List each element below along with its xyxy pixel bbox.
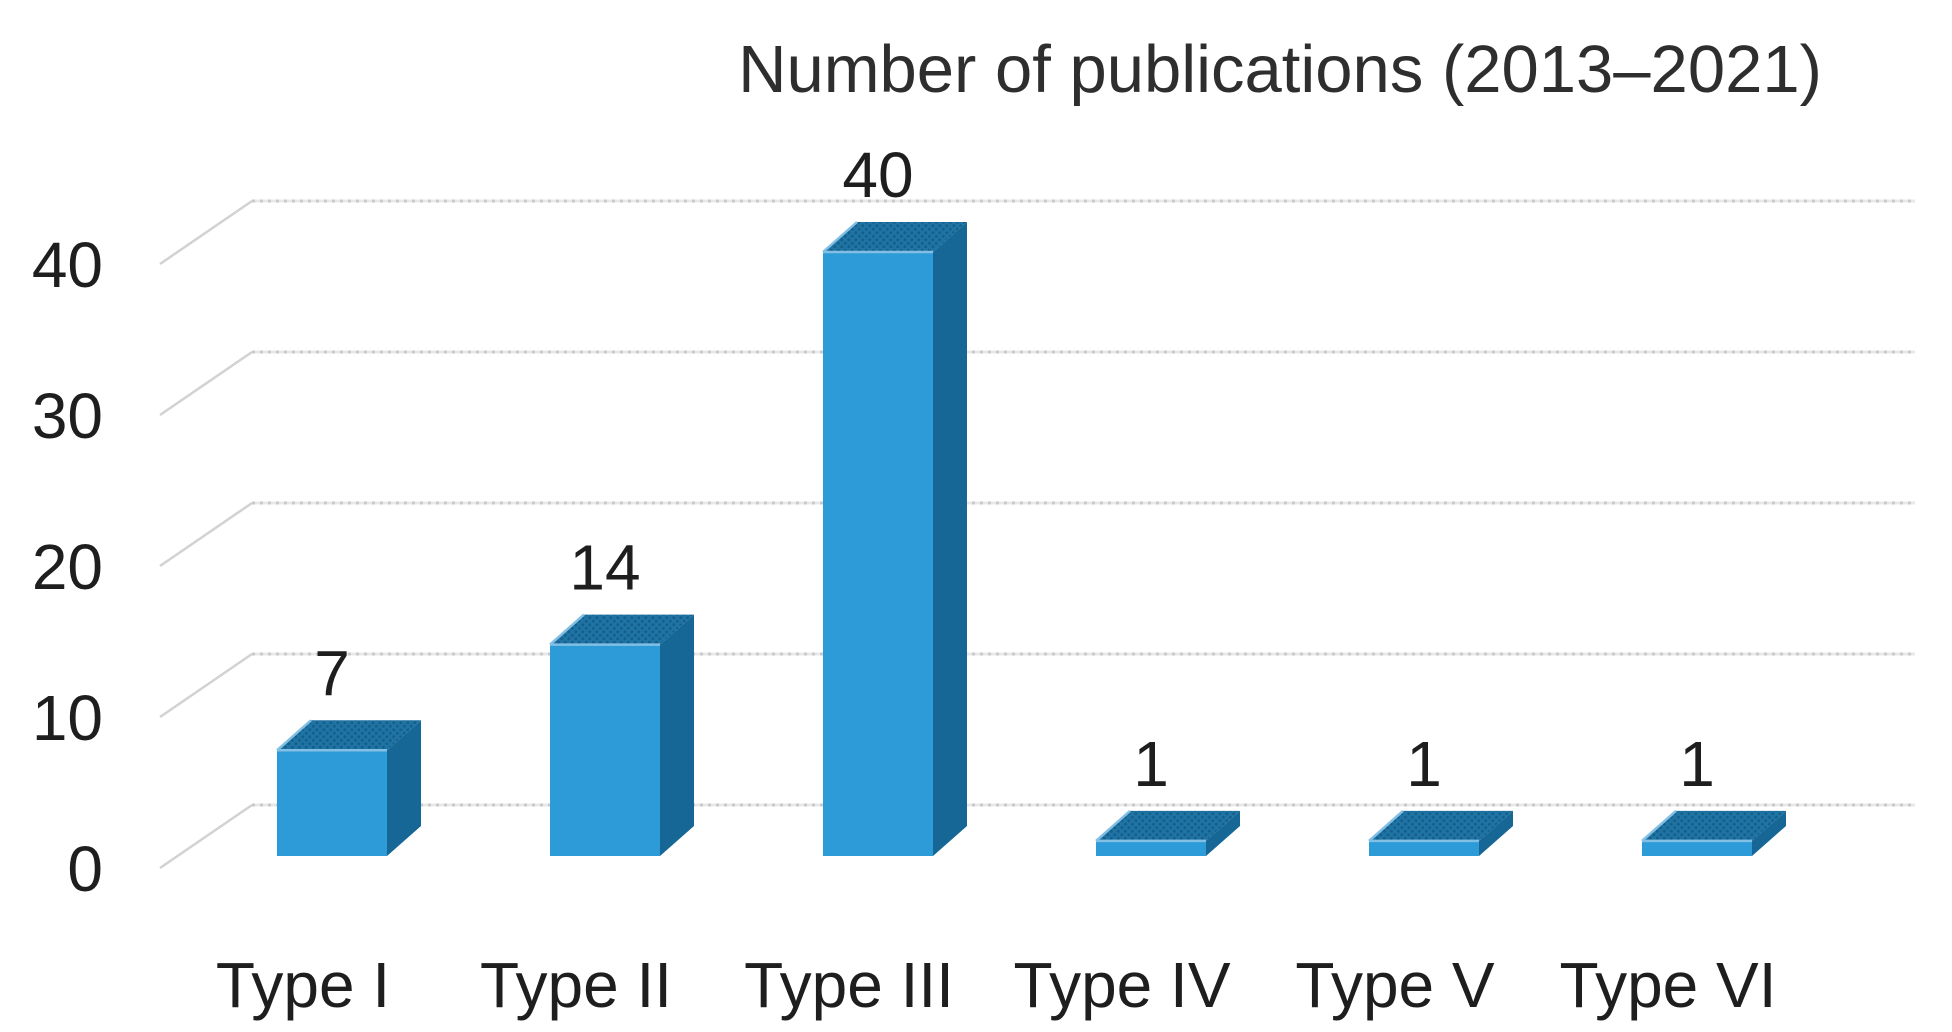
bar-top-face — [1642, 810, 1786, 841]
chart-title: Number of publications (2013–2021) — [738, 32, 1822, 107]
x-category-label: Type II — [480, 949, 672, 1021]
bar-top-left-edge-highlight — [1368, 809, 1404, 842]
bar-front-face — [277, 750, 387, 856]
y-tick-label: 30 — [32, 380, 103, 452]
gridline — [159, 803, 1915, 870]
bar-top-face — [277, 720, 421, 751]
bar-side-face — [1752, 810, 1786, 856]
x-category-label: Type III — [744, 949, 954, 1021]
bar-type-i — [276, 719, 421, 856]
bar-value-label: 1 — [1679, 728, 1715, 800]
bar-type-iii — [822, 221, 967, 856]
gridline-depth-segment — [159, 652, 253, 719]
bar-value-label: 1 — [1133, 728, 1169, 800]
bar-front-face — [550, 644, 660, 856]
bar-top-left-edge-highlight — [822, 221, 858, 253]
bar-type-iv — [1095, 809, 1240, 856]
bar-type-ii — [549, 613, 694, 856]
gridline-depth-segment — [159, 350, 253, 417]
y-axis-tick-labels: 0 10 20 30 40 — [32, 229, 103, 905]
bar-type-v — [1368, 809, 1513, 856]
bar-front-face — [1096, 840, 1206, 856]
gridline — [159, 501, 1915, 568]
y-tick-label: 20 — [32, 531, 103, 603]
y-tick-label: 0 — [67, 833, 103, 905]
gridline-depth-segment — [159, 501, 253, 568]
x-category-label: Type VI — [1560, 949, 1777, 1021]
bar-top-face — [1096, 810, 1240, 841]
bar-front-face — [823, 252, 933, 856]
x-axis-category-labels: Type I Type II Type III Type IV Type V Type V… — [216, 949, 1777, 1021]
bar-side-face — [1206, 810, 1240, 856]
gridline-depth-segment — [159, 803, 253, 870]
x-category-label: Type V — [1295, 949, 1495, 1021]
bar-front-face — [1642, 840, 1752, 856]
bar-top-left-edge-highlight — [1095, 809, 1131, 842]
gridlines — [159, 199, 1915, 870]
x-category-label: Type I — [216, 949, 390, 1021]
bar-side-face — [660, 614, 694, 856]
bar-value-label: 1 — [1406, 728, 1442, 800]
data-labels: 7 14 40 1 1 1 — [314, 139, 1715, 800]
y-tick-label: 40 — [32, 229, 103, 301]
bar-top-face — [1369, 810, 1513, 841]
bar-value-label: 40 — [842, 139, 913, 211]
bar-side-face — [387, 720, 421, 856]
bar-top-face — [823, 222, 967, 252]
gridline — [159, 350, 1915, 417]
bar-type-vi — [1641, 809, 1786, 856]
bar-front-face — [1369, 840, 1479, 856]
bar-side-face — [1479, 810, 1513, 856]
x-category-label: Type IV — [1014, 949, 1231, 1021]
bar-top-left-edge-highlight — [549, 613, 585, 646]
bar-top-left-edge-highlight — [276, 719, 312, 752]
gridline — [159, 652, 1915, 719]
bar-value-label: 7 — [314, 637, 350, 709]
bar-top-face — [550, 614, 694, 645]
bar-side-face — [933, 222, 967, 856]
bar-value-label: 14 — [569, 532, 640, 604]
y-tick-label: 10 — [32, 682, 103, 754]
bar-series — [276, 221, 1786, 856]
bar-top-left-edge-highlight — [1641, 809, 1677, 842]
gridline-depth-segment — [159, 199, 253, 266]
gridline — [159, 199, 1915, 266]
